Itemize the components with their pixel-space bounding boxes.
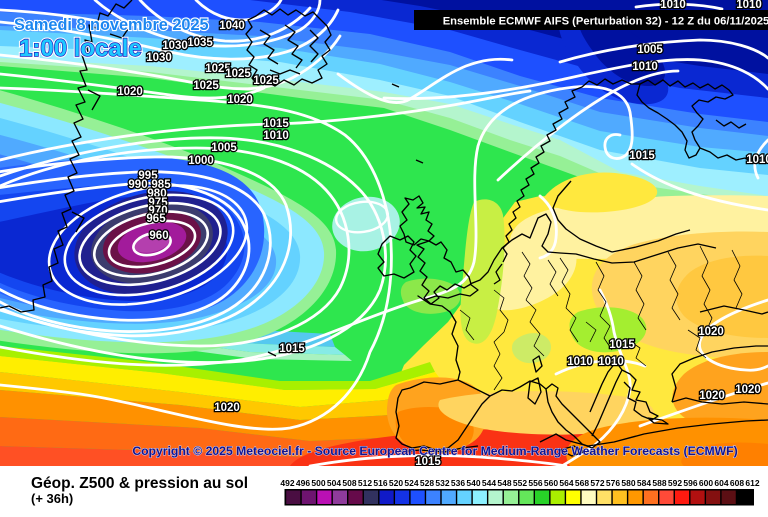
svg-text:1030: 1030 — [146, 52, 172, 64]
svg-text:975: 975 — [148, 197, 168, 209]
svg-text:1040: 1040 — [219, 20, 245, 32]
svg-text:1015: 1015 — [609, 339, 635, 351]
svg-text:1015: 1015 — [415, 456, 441, 468]
svg-text:980: 980 — [147, 188, 166, 200]
svg-text:592: 592 — [668, 478, 682, 488]
svg-text:Copyright © 2025 Meteociel.fr: Copyright © 2025 Meteociel.fr - Source E… — [132, 444, 737, 458]
svg-text:985: 985 — [151, 179, 171, 191]
svg-text:1010: 1010 — [567, 356, 593, 368]
svg-text:1010: 1010 — [660, 0, 686, 11]
svg-text:(+ 36h): (+ 36h) — [31, 491, 73, 506]
svg-text:560: 560 — [544, 478, 558, 488]
svg-text:536: 536 — [451, 478, 465, 488]
svg-text:548: 548 — [497, 478, 511, 488]
svg-text:1010: 1010 — [736, 0, 762, 11]
svg-text:1020: 1020 — [699, 390, 725, 402]
svg-text:Géop. Z500 & pression au sol: Géop. Z500 & pression au sol — [31, 475, 248, 492]
svg-text:608: 608 — [730, 478, 744, 488]
svg-text:544: 544 — [482, 478, 496, 488]
svg-text:1015: 1015 — [629, 150, 655, 162]
svg-text:1015: 1015 — [263, 118, 289, 130]
svg-text:960: 960 — [149, 230, 168, 242]
svg-text:1025: 1025 — [225, 68, 251, 80]
svg-text:1020: 1020 — [735, 384, 761, 396]
svg-text:520: 520 — [389, 478, 403, 488]
svg-text:584: 584 — [637, 478, 651, 488]
svg-text:1020: 1020 — [698, 326, 724, 338]
svg-text:1030: 1030 — [162, 40, 188, 52]
svg-text:1005: 1005 — [637, 44, 663, 56]
svg-text:1020: 1020 — [117, 86, 143, 98]
svg-text:580: 580 — [621, 478, 635, 488]
svg-text:965: 965 — [146, 213, 166, 225]
svg-text:604: 604 — [714, 478, 728, 488]
svg-text:1005: 1005 — [211, 142, 237, 154]
svg-text:492: 492 — [280, 478, 294, 488]
svg-text:596: 596 — [683, 478, 697, 488]
svg-text:600: 600 — [699, 478, 713, 488]
svg-text:532: 532 — [435, 478, 449, 488]
svg-text:1:00 locale: 1:00 locale — [19, 35, 142, 62]
svg-text:496: 496 — [296, 478, 310, 488]
svg-text:1000: 1000 — [188, 155, 214, 167]
svg-text:504: 504 — [327, 478, 341, 488]
svg-text:970: 970 — [148, 205, 167, 217]
svg-text:1020: 1020 — [227, 94, 253, 106]
svg-text:512: 512 — [358, 478, 372, 488]
svg-text:564: 564 — [559, 478, 573, 488]
svg-text:516: 516 — [373, 478, 387, 488]
svg-text:508: 508 — [342, 478, 356, 488]
svg-text:1010: 1010 — [263, 130, 289, 142]
svg-text:1010: 1010 — [632, 61, 658, 73]
svg-text:572: 572 — [590, 478, 604, 488]
svg-text:576: 576 — [606, 478, 620, 488]
svg-text:528: 528 — [420, 478, 434, 488]
svg-text:Ensemble ECMWF AIFS (Perturba: Ensemble ECMWF AIFS (Perturbation 32) - … — [443, 15, 768, 27]
svg-text:612: 612 — [745, 478, 759, 488]
svg-text:Samedi 8 novembre 2025: Samedi 8 novembre 2025 — [14, 16, 209, 34]
svg-text:1025: 1025 — [205, 63, 231, 75]
svg-text:990: 990 — [128, 179, 147, 191]
svg-text:500: 500 — [311, 478, 325, 488]
svg-text:1010: 1010 — [746, 154, 768, 166]
svg-text:1035: 1035 — [187, 37, 213, 49]
svg-text:1010: 1010 — [598, 356, 624, 368]
svg-text:1:00 locale: 1:00 locale — [19, 35, 142, 62]
svg-text:524: 524 — [404, 478, 418, 488]
svg-text:552: 552 — [513, 478, 527, 488]
svg-text:1025: 1025 — [253, 75, 279, 87]
svg-text:540: 540 — [466, 478, 480, 488]
svg-text:1020: 1020 — [214, 402, 240, 414]
svg-text:1025: 1025 — [193, 80, 219, 92]
svg-text:556: 556 — [528, 478, 542, 488]
svg-text:588: 588 — [652, 478, 666, 488]
svg-text:995: 995 — [138, 170, 158, 182]
svg-text:1015: 1015 — [279, 343, 305, 355]
svg-text:568: 568 — [575, 478, 589, 488]
